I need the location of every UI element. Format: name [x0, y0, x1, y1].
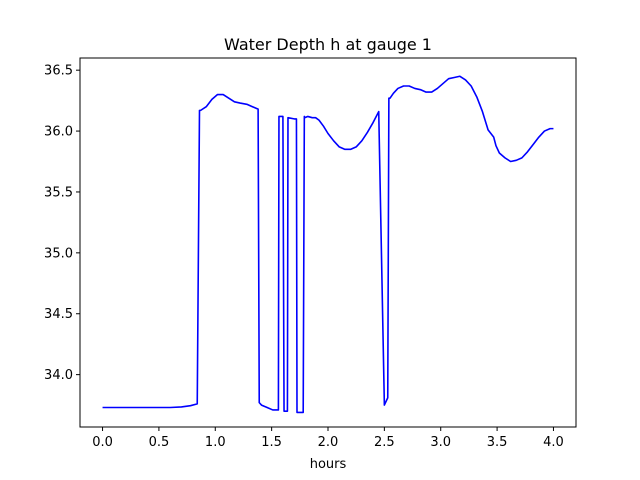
- x-tick-label: 3.0: [430, 435, 451, 450]
- x-tick-label: 2.5: [374, 435, 395, 450]
- y-axis: 34.0 34.5 35.0 35.5 36.0 36.5: [44, 64, 80, 383]
- x-tick-label: 4.0: [543, 435, 564, 450]
- y-tick-label: 36.5: [44, 64, 73, 79]
- x-tick-label: 0.5: [149, 435, 170, 450]
- chart-title: Water Depth h at gauge 1: [224, 35, 432, 54]
- x-tick-label: 0.0: [92, 435, 113, 450]
- x-tick-label: 1.5: [261, 435, 282, 450]
- x-tick-label: 2.0: [318, 435, 339, 450]
- x-axis-label: hours: [310, 457, 347, 472]
- y-tick-label: 36.0: [44, 125, 73, 140]
- x-tick-label: 1.0: [205, 435, 226, 450]
- x-tick-label: 3.5: [487, 435, 508, 450]
- plot-frame: [79, 57, 577, 428]
- y-tick-label: 35.5: [44, 185, 73, 200]
- series-line-water-depth: [102, 75, 554, 414]
- y-tick-label: 34.5: [44, 307, 73, 322]
- x-axis: 0.0 0.5 1.0 1.5 2.0 2.5 3.0 3.5 4.0: [92, 427, 564, 450]
- y-tick-label: 35.0: [44, 246, 73, 261]
- y-tick-label: 34.0: [44, 368, 73, 383]
